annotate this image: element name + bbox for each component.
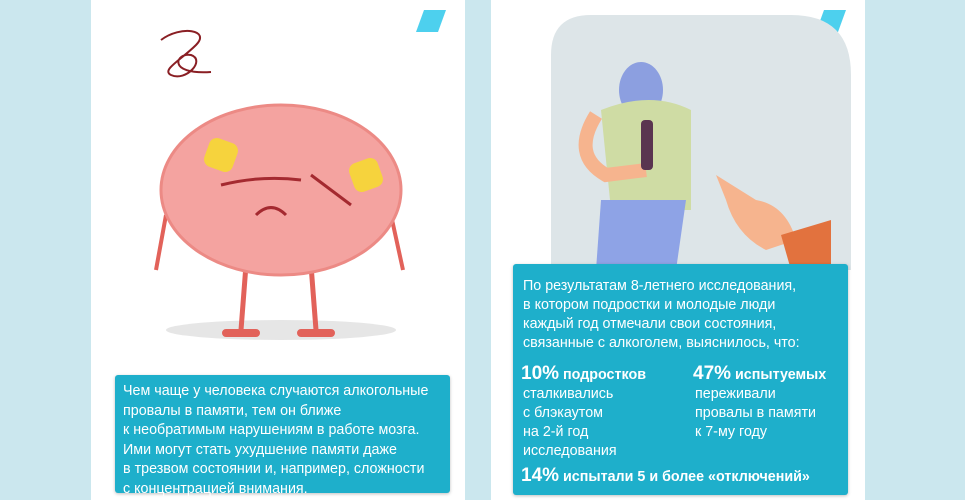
stat-teens: 10% подростков сталкивались с блэкаутом … (521, 364, 646, 461)
stat-label: испытуемых (735, 367, 827, 383)
stat-label: испытали 5 и более «отключений» (563, 469, 810, 485)
scribble-icon (160, 29, 212, 78)
stat-value: 47% (693, 363, 732, 384)
info-text: Чем чаще у человека случаются алкогольны… (123, 383, 429, 497)
stat-value: 10% (521, 363, 560, 384)
stat-detail: сталкивались с блэкаутом на 2-й год иссл… (523, 386, 617, 459)
stat-detail: переживали провалы в памяти к 7-му году (695, 386, 816, 440)
right-panel: По результатам 8-летнего исследования, в… (491, 0, 865, 500)
sad-brain-illustration (154, 103, 405, 340)
person-pointing-illustration (551, 15, 851, 270)
info-card-study: По результатам 8-летнего исследования, в… (513, 264, 848, 495)
left-panel: Чем чаще у человека случаются алкогольны… (91, 0, 465, 500)
study-intro: По результатам 8-летнего исследования, в… (523, 278, 800, 351)
stat-blackouts: 14% испытали 5 и более «отключений» (521, 466, 810, 487)
stat-label: подростков (563, 367, 646, 383)
info-card-brain: Чем чаще у человека случаются алкогольны… (115, 375, 450, 497)
stat-value: 14% (521, 465, 560, 486)
corner-flag-icon (416, 10, 446, 32)
stat-subjects: 47% испытуемых переживали провалы в памя… (693, 364, 826, 442)
